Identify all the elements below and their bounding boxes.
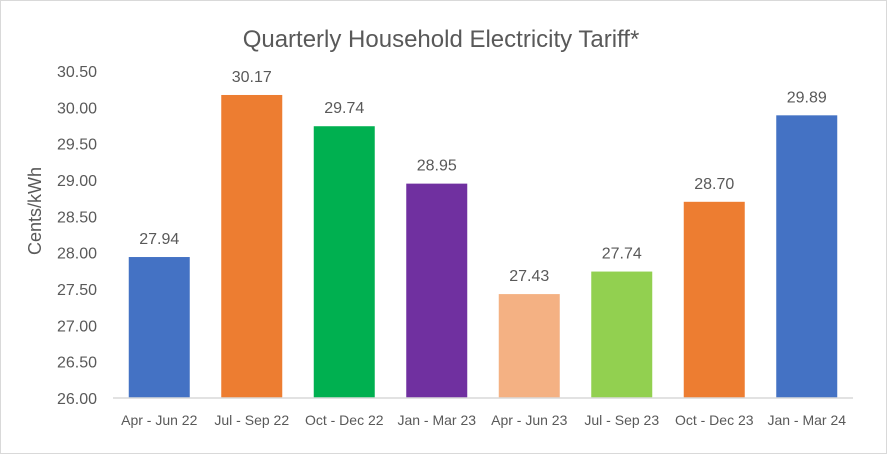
bar xyxy=(591,271,653,398)
x-tick-label: Jul - Sep 23 xyxy=(584,412,659,428)
y-tick-label: 27.00 xyxy=(57,318,97,335)
y-tick-label: 30.50 xyxy=(57,64,97,81)
x-tick-label: Oct - Dec 23 xyxy=(675,412,754,428)
y-tick-label: 28.00 xyxy=(57,246,97,263)
data-label: 29.89 xyxy=(787,89,827,106)
y-tick-label: 27.50 xyxy=(57,282,97,299)
bar xyxy=(313,126,375,398)
data-label: 27.43 xyxy=(509,268,549,285)
data-label: 30.17 xyxy=(232,69,272,86)
data-label: 28.95 xyxy=(417,158,457,175)
y-tick-label: 28.50 xyxy=(57,209,97,226)
chart-title: Quarterly Household Electricity Tariff* xyxy=(243,26,640,53)
x-tick-label: Jan - Mar 23 xyxy=(397,412,476,428)
y-axis-label: Cents/kWh xyxy=(25,167,45,255)
bar xyxy=(128,257,190,398)
x-tick-label: Oct - Dec 22 xyxy=(305,412,384,428)
y-tick-label: 30.00 xyxy=(57,100,97,117)
x-tick-label: Jul - Sep 22 xyxy=(214,412,289,428)
data-label: 28.70 xyxy=(694,176,734,193)
data-label: 29.74 xyxy=(324,100,364,117)
y-tick-label: 29.50 xyxy=(57,137,97,154)
data-label: 27.74 xyxy=(602,246,642,263)
x-tick-label: Apr - Jun 22 xyxy=(121,412,197,428)
bar xyxy=(776,115,838,399)
x-tick-label: Jan - Mar 24 xyxy=(767,412,846,428)
data-label: 27.94 xyxy=(139,231,179,248)
bar xyxy=(683,201,745,398)
y-tick-label: 29.00 xyxy=(57,173,97,190)
x-tick-label: Apr - Jun 23 xyxy=(491,412,567,428)
y-tick-label: 26.00 xyxy=(57,391,97,408)
bar xyxy=(221,94,283,398)
y-tick-label: 26.50 xyxy=(57,355,97,372)
bar xyxy=(406,183,468,398)
bar xyxy=(498,294,560,398)
